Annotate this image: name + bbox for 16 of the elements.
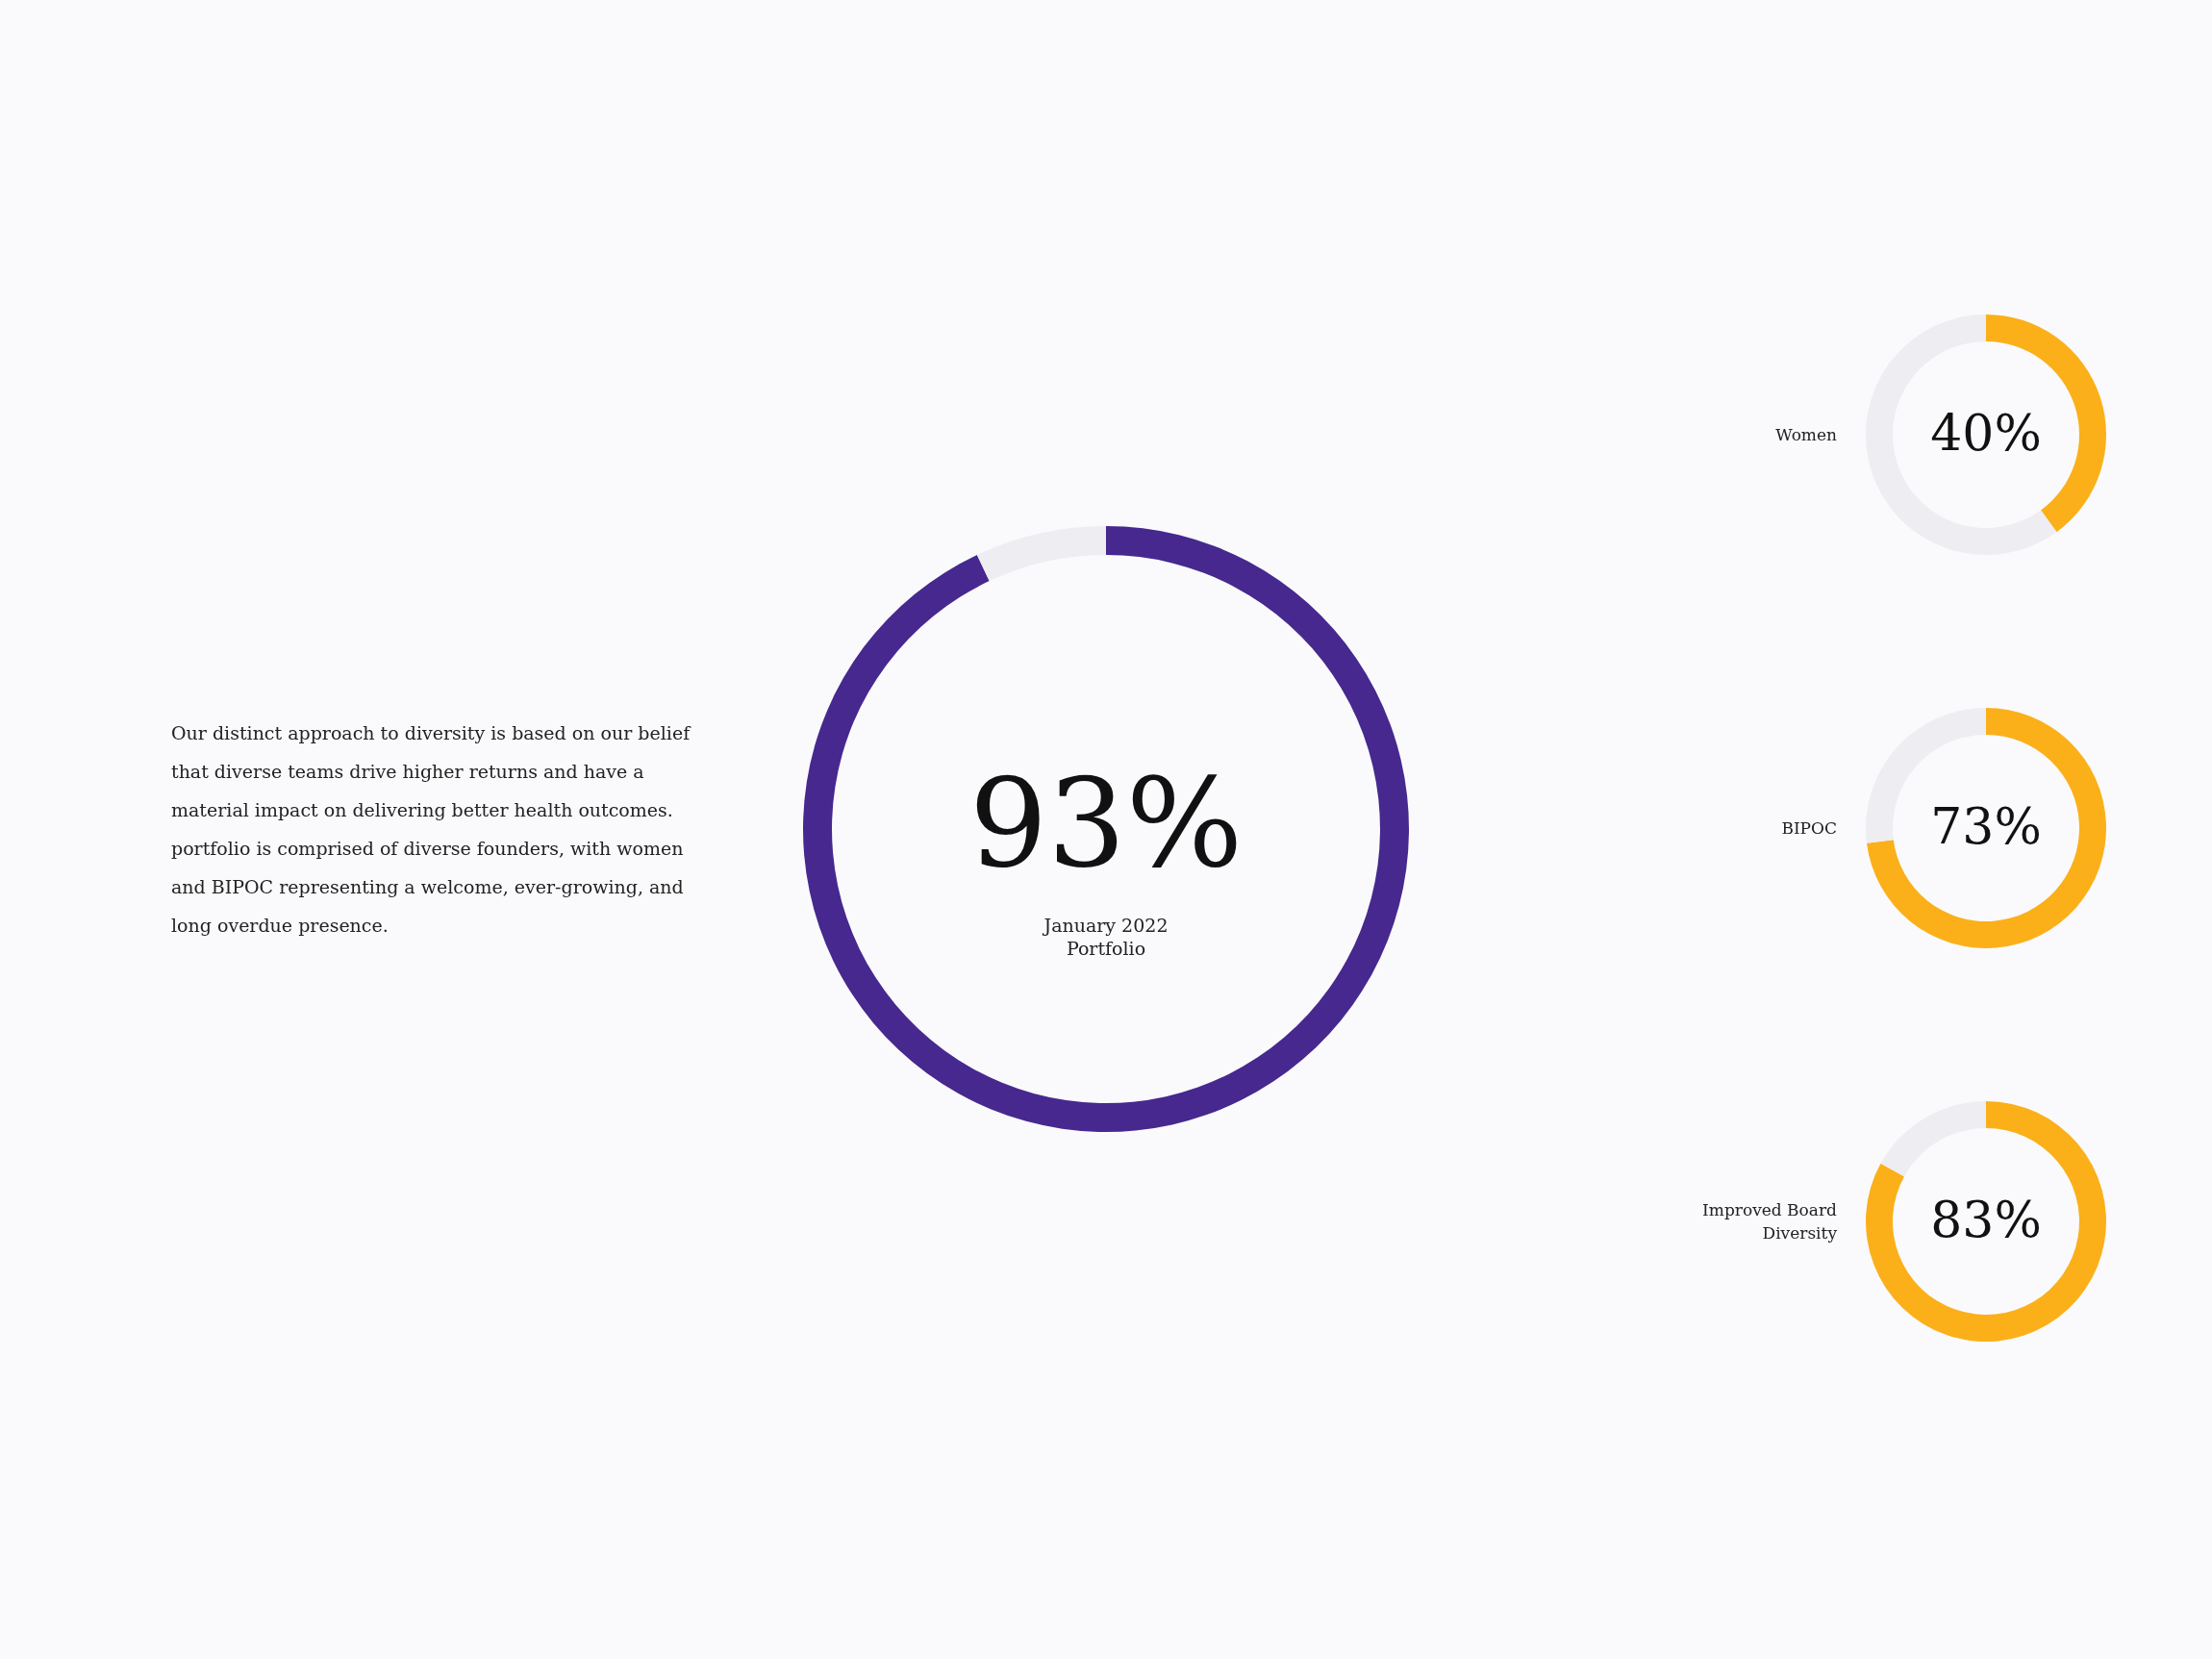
text: BIPOC (1780, 817, 1837, 840)
donut-slice (1866, 1101, 2106, 1342)
text: Our distinct approach to diversity is based on our belief that diverse teams drive higher returns and have a material impact on delivering better health outcomes. portfolio is comprised of diverse founders, with women and BIPOC representing a welcome, ever-growing, and long overdue presence. (171, 721, 691, 938)
text: Improved Board Diversity (1701, 1199, 1837, 1244)
text: January 2022 (1042, 915, 1169, 936)
text: Women (1774, 424, 1837, 446)
data-label: 83% (1930, 1191, 2042, 1248)
data-label: 73% (1930, 797, 2042, 855)
donut-slice (803, 526, 1409, 1132)
data-label: 93% (968, 751, 1244, 894)
donut-slice (1866, 314, 2057, 555)
text: Portfolio (1066, 938, 1146, 959)
donut-slice (976, 526, 1106, 582)
donut-slice (1866, 708, 2106, 948)
data-label: 40% (1930, 404, 2042, 462)
donut-slice (1880, 1101, 1986, 1177)
